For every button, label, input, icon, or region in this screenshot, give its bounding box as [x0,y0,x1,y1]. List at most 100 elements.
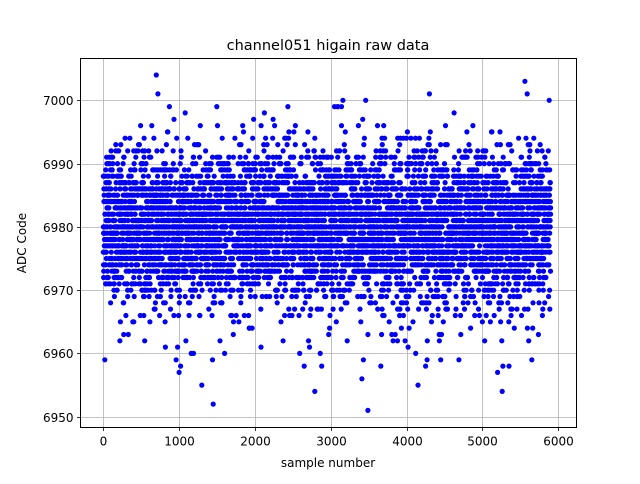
data-point [230,256,235,261]
data-point [149,123,154,128]
data-point [243,155,248,160]
data-point [457,148,462,153]
data-point [132,167,137,172]
data-point [132,161,137,166]
data-point [361,155,366,160]
data-point [113,142,118,147]
data-point [326,193,331,198]
data-point [352,275,357,280]
data-point [466,281,471,286]
data-point [240,269,245,274]
data-point [348,161,353,166]
data-point [219,193,224,198]
data-point [349,167,354,172]
data-point [197,313,202,318]
data-point [395,338,400,343]
data-point [474,275,479,280]
data-point [277,269,282,274]
data-point [405,129,410,134]
data-point [157,313,162,318]
data-point [459,269,464,274]
data-point [432,174,437,179]
data-point [285,180,290,185]
data-point [283,288,288,293]
data-point [442,294,447,299]
data-point [452,110,457,115]
data-point [155,174,160,179]
data-point [228,294,233,299]
data-point [443,123,448,128]
data-point [358,319,363,324]
data-point [209,313,214,318]
data-point [198,174,203,179]
data-point [196,142,201,147]
data-point [390,300,395,305]
data-point [234,313,239,318]
data-point [167,104,172,109]
data-point [390,174,395,179]
data-point [174,167,179,172]
data-point [309,250,314,255]
data-point [222,256,227,261]
data-point [329,155,334,160]
data-point [146,174,151,179]
data-point [283,281,288,286]
data-point [462,262,467,267]
data-point [399,326,404,331]
data-point [118,142,123,147]
data-point [423,174,428,179]
data-point [215,123,220,128]
data-point [125,148,130,153]
data-point [435,288,440,293]
data-point [336,167,341,172]
data-point [334,269,339,274]
data-point [259,123,264,128]
data-point [438,142,443,147]
data-point [405,307,410,312]
data-point [256,281,261,286]
data-point [403,256,408,261]
data-point [278,161,283,166]
data-point [139,269,144,274]
data-point [115,193,120,198]
data-point [444,218,449,223]
data-point [319,307,324,312]
data-point [367,174,372,179]
data-point [133,250,138,255]
data-point [281,338,286,343]
data-point [179,237,184,242]
data-point [248,294,253,299]
data-point [108,300,113,305]
data-point [185,174,190,179]
data-point [219,300,224,305]
data-point [446,288,451,293]
data-point [173,180,178,185]
data-point [428,148,433,153]
data-point [306,155,311,160]
data-point [307,294,312,299]
data-point [407,281,412,286]
data-point [238,155,243,160]
data-point [125,294,130,299]
data-point [134,180,139,185]
data-point [313,155,318,160]
data-point [112,218,117,223]
data-point [271,161,276,166]
data-point [171,313,176,318]
data-point [358,199,363,204]
data-point [291,129,296,134]
data-point [429,319,434,324]
data-point [256,275,261,280]
data-point [106,205,111,210]
data-point [112,281,117,286]
data-point [461,218,466,223]
data-point [219,186,224,191]
data-point [243,180,248,185]
data-point [424,275,429,280]
data-point [381,123,386,128]
data-point [456,161,461,166]
data-point [362,136,367,141]
data-point [470,123,475,128]
data-point [305,148,310,153]
data-point [392,161,397,166]
